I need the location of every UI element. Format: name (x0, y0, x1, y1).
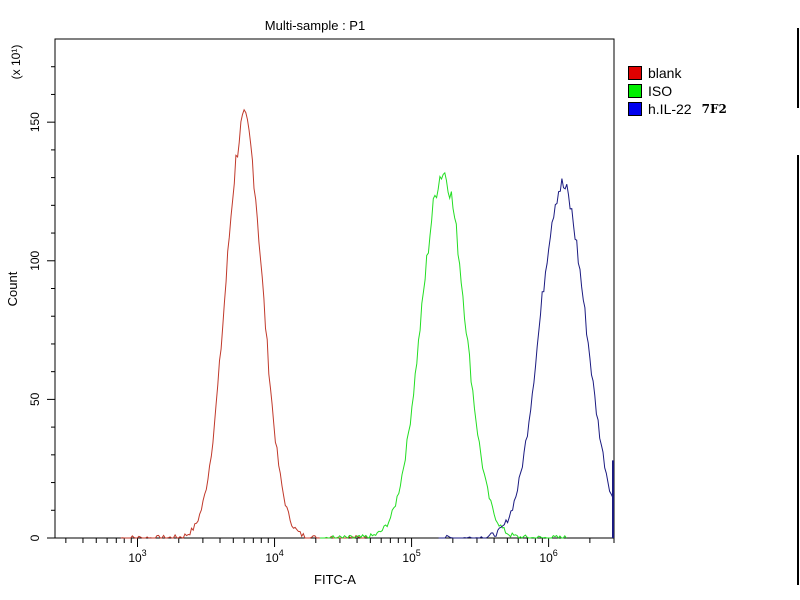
legend-item-blank: blank (628, 64, 727, 82)
legend-label-iso: ISO (648, 83, 673, 99)
legend-swatch-iso (628, 84, 642, 98)
y-axis-label: Count (5, 271, 20, 306)
series-lines (120, 108, 614, 539)
y-ticks: 0 50 100 150 (28, 66, 55, 541)
series-line-blank (120, 108, 368, 539)
x-ticks: 103 104 105 106 (65, 538, 615, 565)
x-tick-label: 105 (402, 548, 420, 565)
x-tick-label: 106 (539, 548, 557, 565)
series-line-iso (319, 171, 567, 539)
legend-label-il22: h.IL-22 (648, 101, 692, 117)
y-tick-label: 100 (28, 250, 42, 270)
right-edge-border-top (797, 28, 799, 108)
right-edge-border-bottom (797, 155, 799, 585)
legend-item-il22: h.IL-22 7F2 (628, 100, 727, 118)
legend: blank ISO h.IL-22 7F2 (628, 64, 727, 118)
x-tick-label: 103 (128, 548, 146, 565)
legend-swatch-il22 (628, 102, 642, 116)
legend-suffix-7f2: 7F2 (701, 102, 727, 116)
y-multiplier-label: (x 10¹) (9, 45, 23, 80)
y-tick-label: 50 (28, 392, 42, 406)
y-tick-label: 0 (28, 534, 42, 541)
legend-swatch-blank (628, 66, 642, 80)
chart-title: Multi-sample : P1 (265, 18, 365, 33)
plot-frame (54, 38, 615, 539)
x-tick-label: 104 (265, 548, 283, 565)
x-axis-label: FITC-A (314, 572, 356, 587)
legend-item-iso: ISO (628, 82, 727, 100)
series-line-h-il-22 (438, 178, 614, 539)
y-tick-label: 150 (28, 112, 42, 132)
legend-label-blank: blank (648, 65, 682, 81)
